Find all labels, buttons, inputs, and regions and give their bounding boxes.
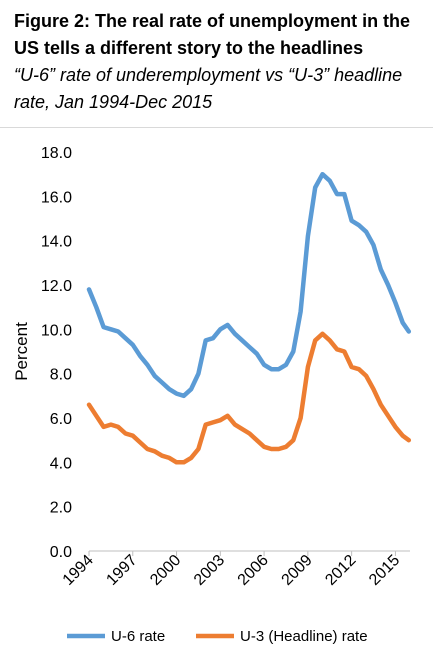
x-tick-label: 2012: [322, 552, 359, 589]
y-tick-label: 14.0: [41, 234, 72, 251]
y-tick-label: 16.0: [41, 189, 72, 206]
x-tick-label: 2003: [191, 552, 228, 589]
legend: U-6 rate U-3 (Headline) rate: [67, 628, 368, 645]
chart-subtitle: “U-6” rate of underemployment vs “U-3” h…: [14, 65, 403, 112]
y-tick-label: 4.0: [50, 455, 72, 472]
y-axis-tick-labels: 0.0 2.0 4.0 6.0 8.0 10.0 12.0 14.0 16.0 18.0: [41, 145, 72, 561]
header-divider: [0, 127, 433, 128]
y-tick-label: 12.0: [41, 278, 72, 295]
x-axis-tick-labels: 1994 1997 2000 2003 2006 2009 2012 2015: [60, 552, 404, 589]
y-tick-label: 18.0: [41, 145, 72, 162]
x-tick-label: 1997: [103, 552, 140, 589]
chart-header: Figure 2: The real rate of unemployment …: [14, 8, 426, 116]
legend-label: U-6 rate: [111, 628, 165, 645]
y-tick-label: 8.0: [50, 367, 72, 384]
legend-label: U-3 (Headline) rate: [240, 628, 368, 645]
x-tick-label: 2009: [279, 552, 316, 589]
series-lines: [86, 171, 412, 465]
series-line-u6: [86, 171, 412, 399]
x-tick-label: 2015: [366, 552, 403, 589]
y-axis-title: Percent: [12, 322, 31, 381]
y-tick-label: 10.0: [41, 322, 72, 339]
x-tick-label: 2000: [147, 552, 184, 589]
series-line-u3: [86, 331, 412, 465]
line-chart: 0.0 2.0 4.0 6.0 8.0 10.0 12.0 14.0 16.0 18.0 1994…: [12, 145, 412, 645]
y-tick-label: 2.0: [50, 500, 72, 517]
y-tick-label: 6.0: [50, 411, 72, 428]
chart-title: Figure 2: The real rate of unemployment …: [14, 11, 411, 58]
y-tick-label: 0.0: [50, 544, 72, 561]
x-tick-label: 2006: [235, 552, 272, 589]
chart-axes: [88, 550, 410, 556]
